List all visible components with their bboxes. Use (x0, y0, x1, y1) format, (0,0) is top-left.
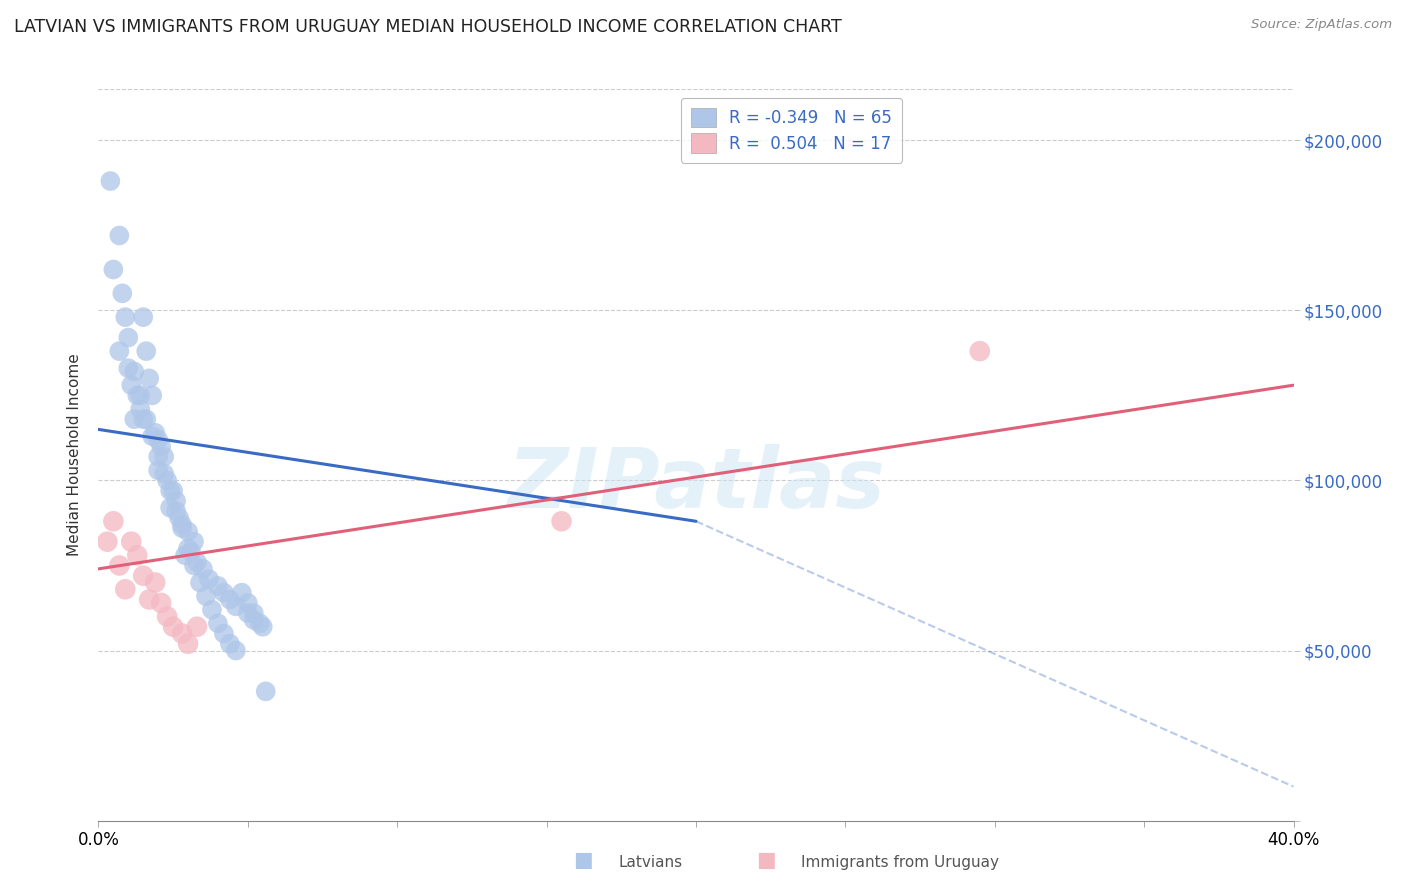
Point (148, 450, 170, 464)
Point (177, 524, 200, 539)
Point (132, 412, 155, 426)
Point (129, 388, 152, 402)
Point (138, 592, 160, 607)
Point (162, 620, 184, 634)
Point (124, 412, 146, 426)
Point (243, 606, 266, 620)
Point (156, 474, 179, 488)
Point (138, 371, 160, 385)
Point (129, 402, 152, 417)
Point (124, 365, 146, 379)
Text: Immigrants from Uruguay: Immigrants from Uruguay (801, 855, 1000, 870)
Point (172, 626, 194, 640)
Point (172, 521, 194, 535)
Point (177, 637, 200, 651)
Point (167, 511, 190, 525)
Text: ■: ■ (756, 850, 776, 870)
Point (186, 620, 208, 634)
Point (252, 620, 274, 634)
Point (969, 344, 991, 359)
Point (165, 504, 187, 518)
Text: LATVIAN VS IMMIGRANTS FROM URUGUAY MEDIAN HOUSEHOLD INCOME CORRELATION CHART: LATVIAN VS IMMIGRANTS FROM URUGUAY MEDIA… (14, 18, 842, 36)
Point (117, 361, 139, 376)
Point (183, 558, 205, 573)
Point (191, 562, 214, 576)
Point (159, 500, 181, 515)
Point (186, 555, 208, 569)
Point (108, 228, 131, 243)
Point (159, 483, 181, 498)
Point (108, 558, 131, 573)
Point (132, 310, 155, 325)
Point (236, 606, 259, 620)
Point (108, 344, 131, 359)
Text: ZIPatlas: ZIPatlas (508, 443, 884, 524)
Point (225, 643, 247, 657)
Point (114, 310, 136, 325)
Point (165, 493, 187, 508)
Point (207, 579, 229, 593)
Legend: R = -0.349   N = 65, R =  0.504   N = 17: R = -0.349 N = 65, R = 0.504 N = 17 (681, 97, 903, 162)
Point (132, 568, 155, 582)
Point (212, 585, 235, 599)
Point (156, 609, 179, 624)
Point (231, 585, 253, 599)
Point (141, 388, 163, 402)
Point (143, 425, 166, 440)
Point (195, 589, 218, 603)
Point (120, 534, 142, 549)
Point (148, 433, 170, 447)
Y-axis label: Median Household Income: Median Household Income (67, 353, 83, 557)
Point (96, 534, 118, 549)
Point (207, 616, 229, 631)
Point (143, 575, 166, 590)
Point (183, 534, 205, 549)
Point (550, 514, 572, 528)
Point (201, 603, 224, 617)
Point (174, 549, 197, 563)
Point (153, 450, 176, 464)
Text: Latvians: Latvians (619, 855, 683, 870)
Point (249, 616, 271, 631)
Point (150, 596, 173, 610)
Point (135, 344, 157, 359)
Point (103, 514, 125, 528)
Point (111, 286, 134, 301)
Point (127, 388, 149, 402)
Point (225, 599, 247, 614)
Point (219, 637, 242, 651)
Point (135, 412, 157, 426)
Point (188, 575, 211, 590)
Text: ■: ■ (574, 850, 593, 870)
Point (153, 467, 176, 481)
Point (141, 429, 163, 443)
Point (212, 626, 235, 640)
Point (127, 549, 149, 563)
Point (117, 330, 139, 344)
Point (243, 613, 266, 627)
Point (177, 541, 200, 556)
Point (162, 483, 184, 498)
Point (100, 174, 122, 188)
Point (150, 439, 173, 453)
Point (180, 545, 202, 559)
Point (148, 463, 170, 477)
Point (236, 596, 259, 610)
Point (120, 378, 142, 392)
Point (114, 582, 136, 597)
Point (172, 517, 194, 532)
Point (219, 592, 242, 607)
Text: Source: ZipAtlas.com: Source: ZipAtlas.com (1251, 18, 1392, 31)
Point (254, 684, 277, 698)
Point (198, 572, 221, 586)
Point (103, 262, 125, 277)
